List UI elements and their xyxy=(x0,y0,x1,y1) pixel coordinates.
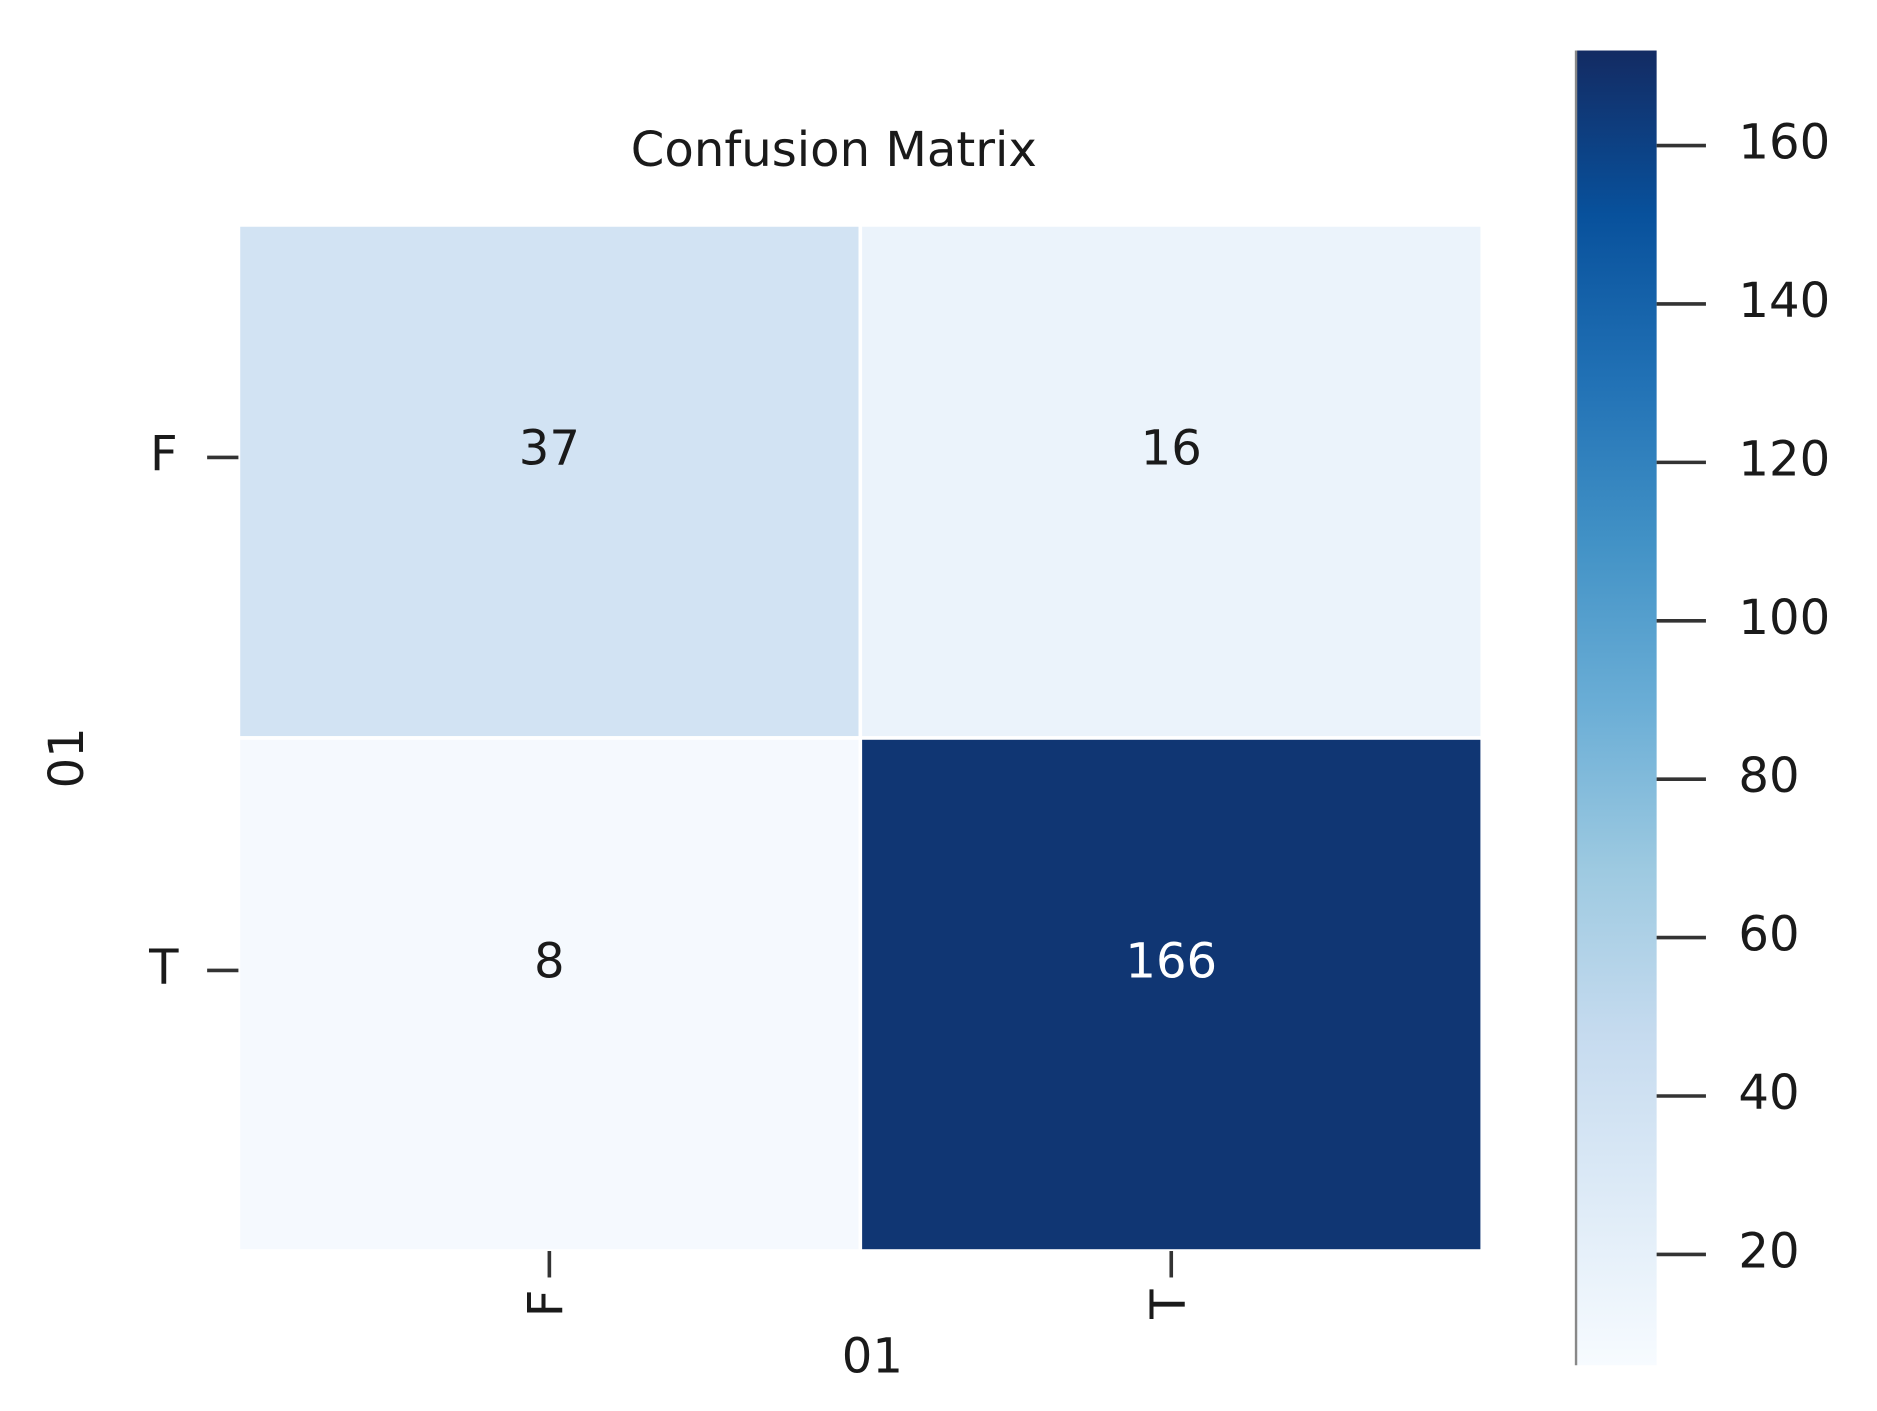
y-tick-label: F xyxy=(150,426,178,482)
colorbar-tick-label: 120 xyxy=(1738,431,1830,487)
cell-label: 16 xyxy=(1141,420,1202,476)
colorbar-tick-label: 160 xyxy=(1738,115,1830,171)
colorbar-tick-label: 100 xyxy=(1738,590,1830,646)
y-tick-label: T xyxy=(148,939,179,995)
colorbar-tick-label: 80 xyxy=(1738,748,1799,804)
colorbar-tick-label: 140 xyxy=(1738,273,1830,329)
cell-label: 166 xyxy=(1125,933,1217,989)
x-tick-label: T xyxy=(1140,1289,1196,1320)
cell-label: 8 xyxy=(534,933,565,989)
colorbar-tick-label: 60 xyxy=(1738,907,1799,963)
cell-label: 37 xyxy=(519,420,580,476)
heatmap-cell xyxy=(236,736,863,1253)
chart-title: Confusion Matrix xyxy=(631,122,1037,178)
y-axis-label: 01 xyxy=(39,727,95,788)
heatmap-cell xyxy=(236,223,863,740)
x-axis-label: 01 xyxy=(842,1328,903,1384)
colorbar-tick-label: 20 xyxy=(1738,1223,1799,1279)
x-tick-label: F xyxy=(518,1290,574,1318)
colorbar-tick-label: 40 xyxy=(1738,1065,1799,1121)
colorbar xyxy=(1576,50,1657,1366)
heatmap-cell xyxy=(858,736,1485,1253)
heatmap-cell xyxy=(858,223,1485,740)
